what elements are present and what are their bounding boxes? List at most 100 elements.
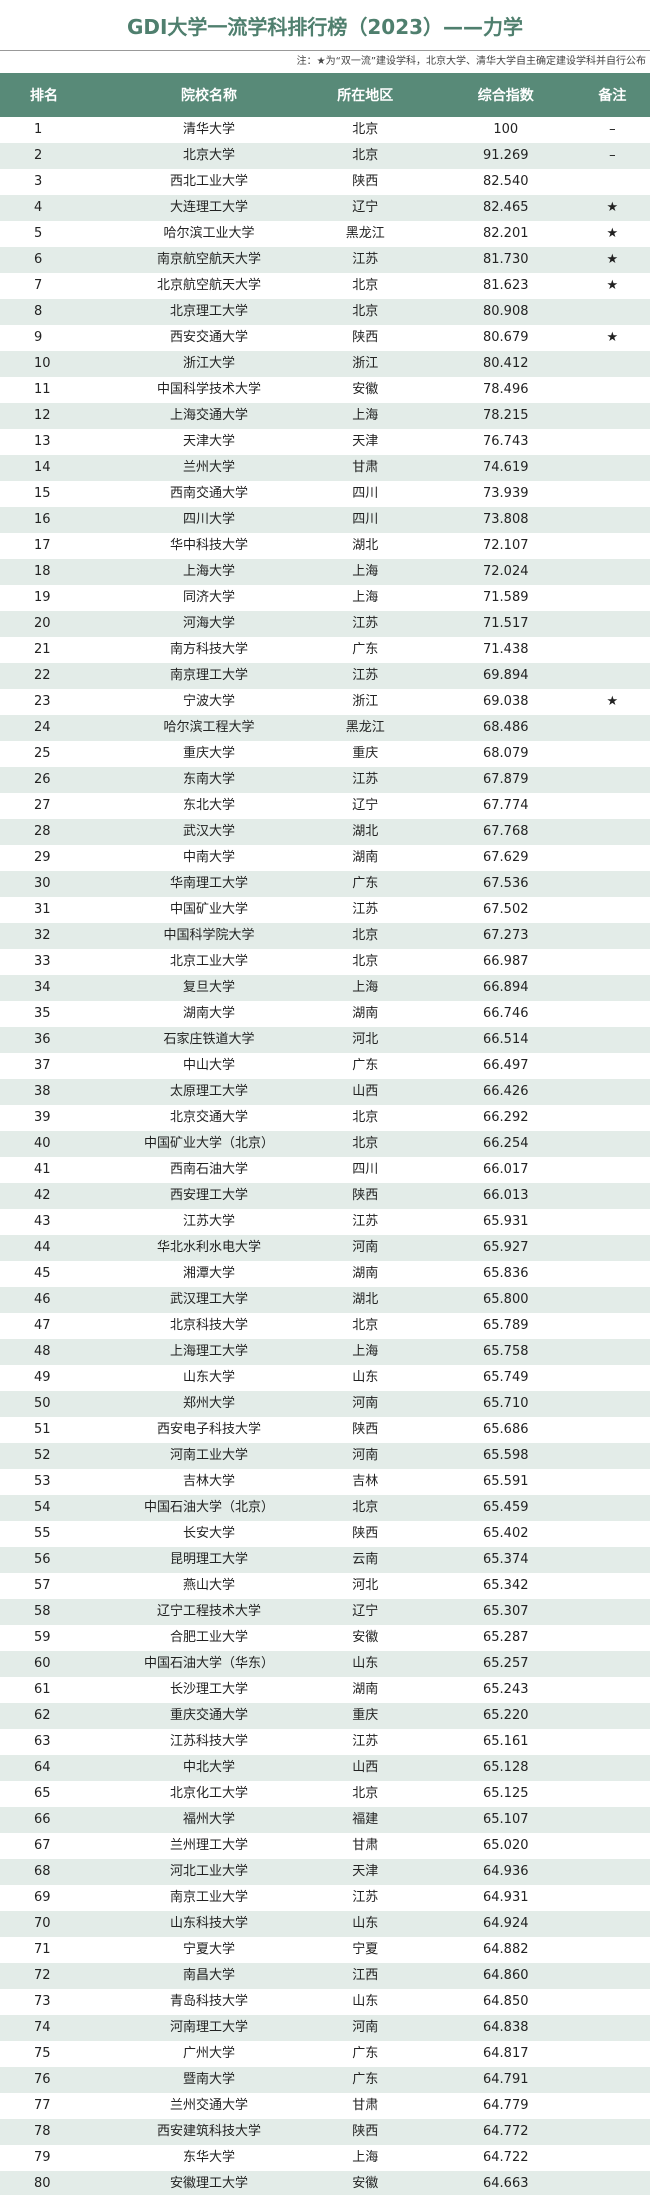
cell-remark: [574, 403, 650, 429]
table-row: 79 东华大学 上海 64.722: [0, 2145, 650, 2171]
cell-school: 宁夏大学: [182, 1942, 235, 1957]
cell-index: 72.024: [436, 559, 575, 585]
cell-school: 燕山大学: [182, 1578, 235, 1593]
cell-rank: 31: [34, 902, 51, 917]
cell-index: 65.161: [483, 1734, 529, 1749]
cell-index: 82.540: [483, 174, 529, 189]
table-header: 排名 院校名称 所在地区 综合指数 备注: [0, 73, 650, 117]
cell-region: 辽宁: [352, 798, 379, 813]
cell-region: 江苏: [352, 902, 379, 917]
table-row: 26 东南大学 江苏 67.879: [0, 767, 650, 793]
cell-remark: [575, 2041, 650, 2067]
table-row: 77 兰州交通大学 甘肃 64.779: [0, 2093, 650, 2119]
cell-index: 67.768: [436, 819, 575, 845]
cell-region: 陕西: [293, 2119, 437, 2145]
cell-school: 中国石油大学（北京）: [124, 1495, 294, 1521]
cell-remark: [574, 715, 650, 741]
cell-remark: [575, 533, 650, 559]
cell-index: 65.598: [436, 1443, 575, 1469]
cell-school: 北京航空航天大学: [156, 278, 261, 293]
table-row: 3 西北工业大学 陕西 82.540: [0, 169, 650, 195]
table-row: 5 哈尔滨工业大学 黑龙江 82.201 ★: [0, 221, 650, 247]
cell-region: 广东: [352, 2046, 379, 2061]
cell-index: 65.927: [436, 1235, 575, 1261]
table-row: 50 郑州大学 河南 65.710: [0, 1391, 650, 1417]
table-row: 58 辽宁工程技术大学 辽宁 65.307: [0, 1599, 650, 1625]
cell-region: 北京: [293, 143, 437, 169]
cell-remark: [574, 2119, 650, 2145]
cell-index: 69.894: [436, 663, 575, 689]
cell-index: 65.128: [436, 1755, 575, 1781]
cell-remark: [575, 1209, 650, 1235]
cell-school: 中山大学: [182, 1058, 235, 1073]
cell-remark: [574, 455, 650, 481]
cell-index: 64.779: [483, 2098, 529, 2113]
cell-rank: 41: [34, 1162, 51, 1177]
cell-remark: [574, 1911, 650, 1937]
cell-index: 64.817: [483, 2046, 529, 2061]
cell-rank: 36: [0, 1027, 125, 1053]
cell-index: 67.774: [483, 798, 529, 813]
cell-school: 南京航空航天大学: [124, 247, 294, 273]
col-region: 所在地区: [293, 73, 437, 117]
cell-region: 上海: [352, 590, 379, 605]
cell-school: 合肥工业大学: [169, 1630, 248, 1645]
cell-index: 78.215: [436, 403, 575, 429]
cell-remark: [574, 1703, 650, 1729]
cell-rank: 4: [0, 195, 125, 221]
table-row: 59 合肥工业大学 安徽 65.287: [0, 1625, 650, 1651]
cell-remark: [575, 1729, 650, 1755]
cell-rank: 74: [0, 2015, 125, 2041]
cell-school: 四川大学: [124, 507, 294, 533]
table-row: 10 浙江大学 浙江 80.412: [0, 351, 650, 377]
cell-rank: 3: [34, 174, 43, 189]
cell-index: 81.623: [483, 278, 529, 293]
cell-rank: 29: [34, 850, 51, 865]
table-row: 39 北京交通大学 北京 66.292: [0, 1105, 650, 1131]
cell-school: 河南理工大学: [124, 2015, 294, 2041]
table-row: 67 兰州理工大学 甘肃 65.020: [0, 1833, 650, 1859]
cell-rank: 23: [34, 694, 51, 709]
table-row: 49 山东大学 山东 65.749: [0, 1365, 650, 1391]
cell-school: 长安大学: [182, 1526, 235, 1541]
cell-rank: 20: [0, 611, 125, 637]
cell-rank: 9: [34, 330, 43, 345]
cell-rank: 66: [0, 1807, 125, 1833]
cell-school: 安徽理工大学: [124, 2171, 294, 2195]
cell-index: 65.931: [483, 1214, 529, 1229]
cell-rank: 27: [34, 798, 51, 813]
cell-index: 82.465: [436, 195, 575, 221]
cell-rank: 11: [34, 382, 51, 397]
cell-rank: 63: [34, 1734, 51, 1749]
table-row: 24 哈尔滨工程大学 黑龙江 68.486: [0, 715, 650, 741]
cell-remark: [574, 507, 650, 533]
table-row: 32 中国科学院大学 北京 67.273: [0, 923, 650, 949]
cell-index: 65.220: [436, 1703, 575, 1729]
cell-index: 66.292: [483, 1110, 529, 1125]
cell-region: 吉林: [352, 1474, 379, 1489]
table-row: 37 中山大学 广东 66.497: [0, 1053, 650, 1079]
cell-remark: ★: [574, 195, 650, 221]
cell-region: 广东: [293, 2067, 437, 2093]
cell-remark: [575, 1365, 650, 1391]
cell-remark: [574, 1339, 650, 1365]
cell-index: 65.125: [483, 1786, 529, 1801]
cell-school: 哈尔滨工业大学: [163, 226, 255, 241]
cell-region: 福建: [293, 1807, 437, 1833]
cell-school: 中国科学院大学: [124, 923, 294, 949]
cell-school: 西安电子科技大学: [156, 1422, 261, 1437]
cell-region: 北京: [293, 299, 437, 325]
table-row: 19 同济大学 上海 71.589: [0, 585, 650, 611]
cell-rank: 73: [34, 1994, 51, 2009]
cell-rank: 12: [0, 403, 125, 429]
cell-rank: 16: [0, 507, 125, 533]
cell-region: 陕西: [352, 1422, 379, 1437]
cell-remark: [574, 819, 650, 845]
cell-remark: [574, 1755, 650, 1781]
cell-region: 广东: [352, 1058, 379, 1073]
cell-school: 兰州理工大学: [169, 1838, 248, 1853]
cell-region: 江苏: [352, 1214, 379, 1229]
table-row: 51 西安电子科技大学 陕西 65.686: [0, 1417, 650, 1443]
cell-region: 天津: [293, 1859, 437, 1885]
